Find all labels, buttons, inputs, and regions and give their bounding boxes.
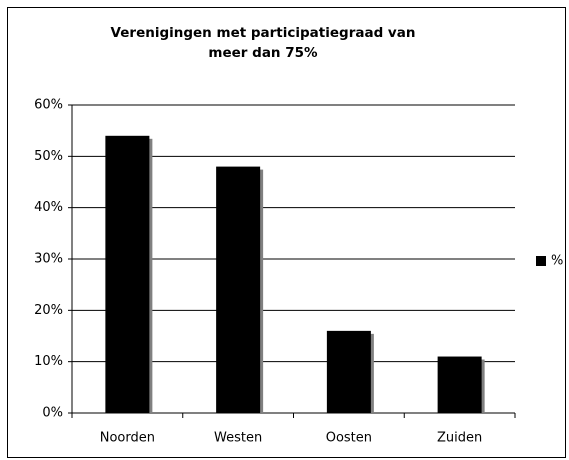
chart-title: meer dan 75%	[208, 45, 318, 61]
x-tick-label: Oosten	[326, 431, 372, 446]
y-tick-label: 40%	[34, 200, 63, 215]
x-tick-label: Westen	[214, 431, 262, 446]
legend-swatch	[536, 256, 546, 266]
y-tick-label: 30%	[34, 252, 63, 267]
y-tick-label: 60%	[34, 98, 63, 113]
bar	[105, 135, 150, 414]
x-tick-label: Zuiden	[437, 431, 482, 446]
y-tick-label: 0%	[42, 406, 63, 421]
bar	[326, 330, 371, 413]
y-tick-label: 10%	[34, 354, 63, 369]
chart-title: Verenigingen met participatiegraad van	[111, 25, 416, 41]
x-tick-label: Noorden	[100, 431, 155, 446]
bar	[437, 356, 482, 413]
bar	[216, 166, 261, 413]
y-tick-label: 20%	[34, 303, 63, 318]
y-tick-label: 50%	[34, 149, 63, 164]
legend-label: %	[551, 254, 563, 269]
